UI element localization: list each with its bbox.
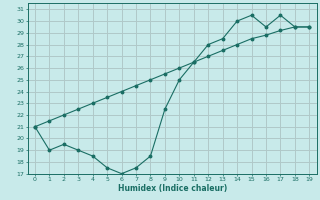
X-axis label: Humidex (Indice chaleur): Humidex (Indice chaleur): [117, 184, 227, 193]
